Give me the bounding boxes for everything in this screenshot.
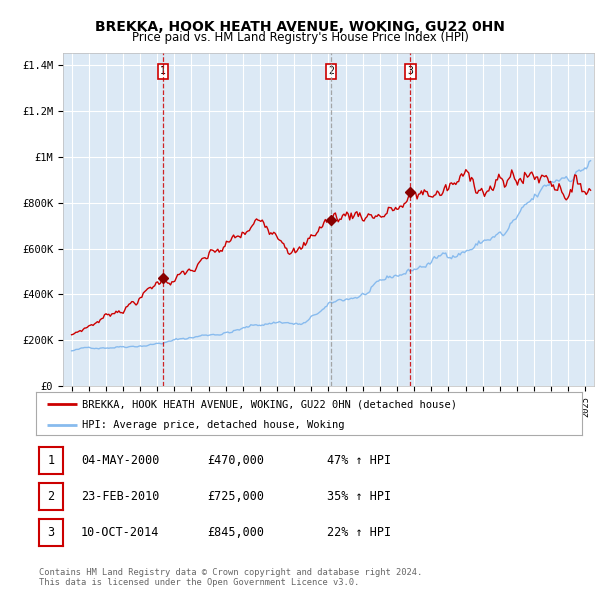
Text: 47% ↑ HPI: 47% ↑ HPI	[327, 454, 391, 467]
Text: 23-FEB-2010: 23-FEB-2010	[81, 490, 160, 503]
Text: Contains HM Land Registry data © Crown copyright and database right 2024.
This d: Contains HM Land Registry data © Crown c…	[39, 568, 422, 587]
Text: 35% ↑ HPI: 35% ↑ HPI	[327, 490, 391, 503]
Text: 1: 1	[47, 454, 55, 467]
Text: £725,000: £725,000	[207, 490, 264, 503]
Text: 1: 1	[160, 67, 166, 77]
Text: 04-MAY-2000: 04-MAY-2000	[81, 454, 160, 467]
Text: £470,000: £470,000	[207, 454, 264, 467]
Text: 22% ↑ HPI: 22% ↑ HPI	[327, 526, 391, 539]
Text: BREKKA, HOOK HEATH AVENUE, WOKING, GU22 0HN (detached house): BREKKA, HOOK HEATH AVENUE, WOKING, GU22 …	[82, 399, 457, 409]
Text: 2: 2	[328, 67, 334, 77]
Text: Price paid vs. HM Land Registry's House Price Index (HPI): Price paid vs. HM Land Registry's House …	[131, 31, 469, 44]
Text: 10-OCT-2014: 10-OCT-2014	[81, 526, 160, 539]
Text: 3: 3	[47, 526, 55, 539]
Text: £845,000: £845,000	[207, 526, 264, 539]
Text: BREKKA, HOOK HEATH AVENUE, WOKING, GU22 0HN: BREKKA, HOOK HEATH AVENUE, WOKING, GU22 …	[95, 19, 505, 34]
Text: 3: 3	[407, 67, 413, 77]
Text: HPI: Average price, detached house, Woking: HPI: Average price, detached house, Woki…	[82, 419, 345, 430]
Text: 2: 2	[47, 490, 55, 503]
